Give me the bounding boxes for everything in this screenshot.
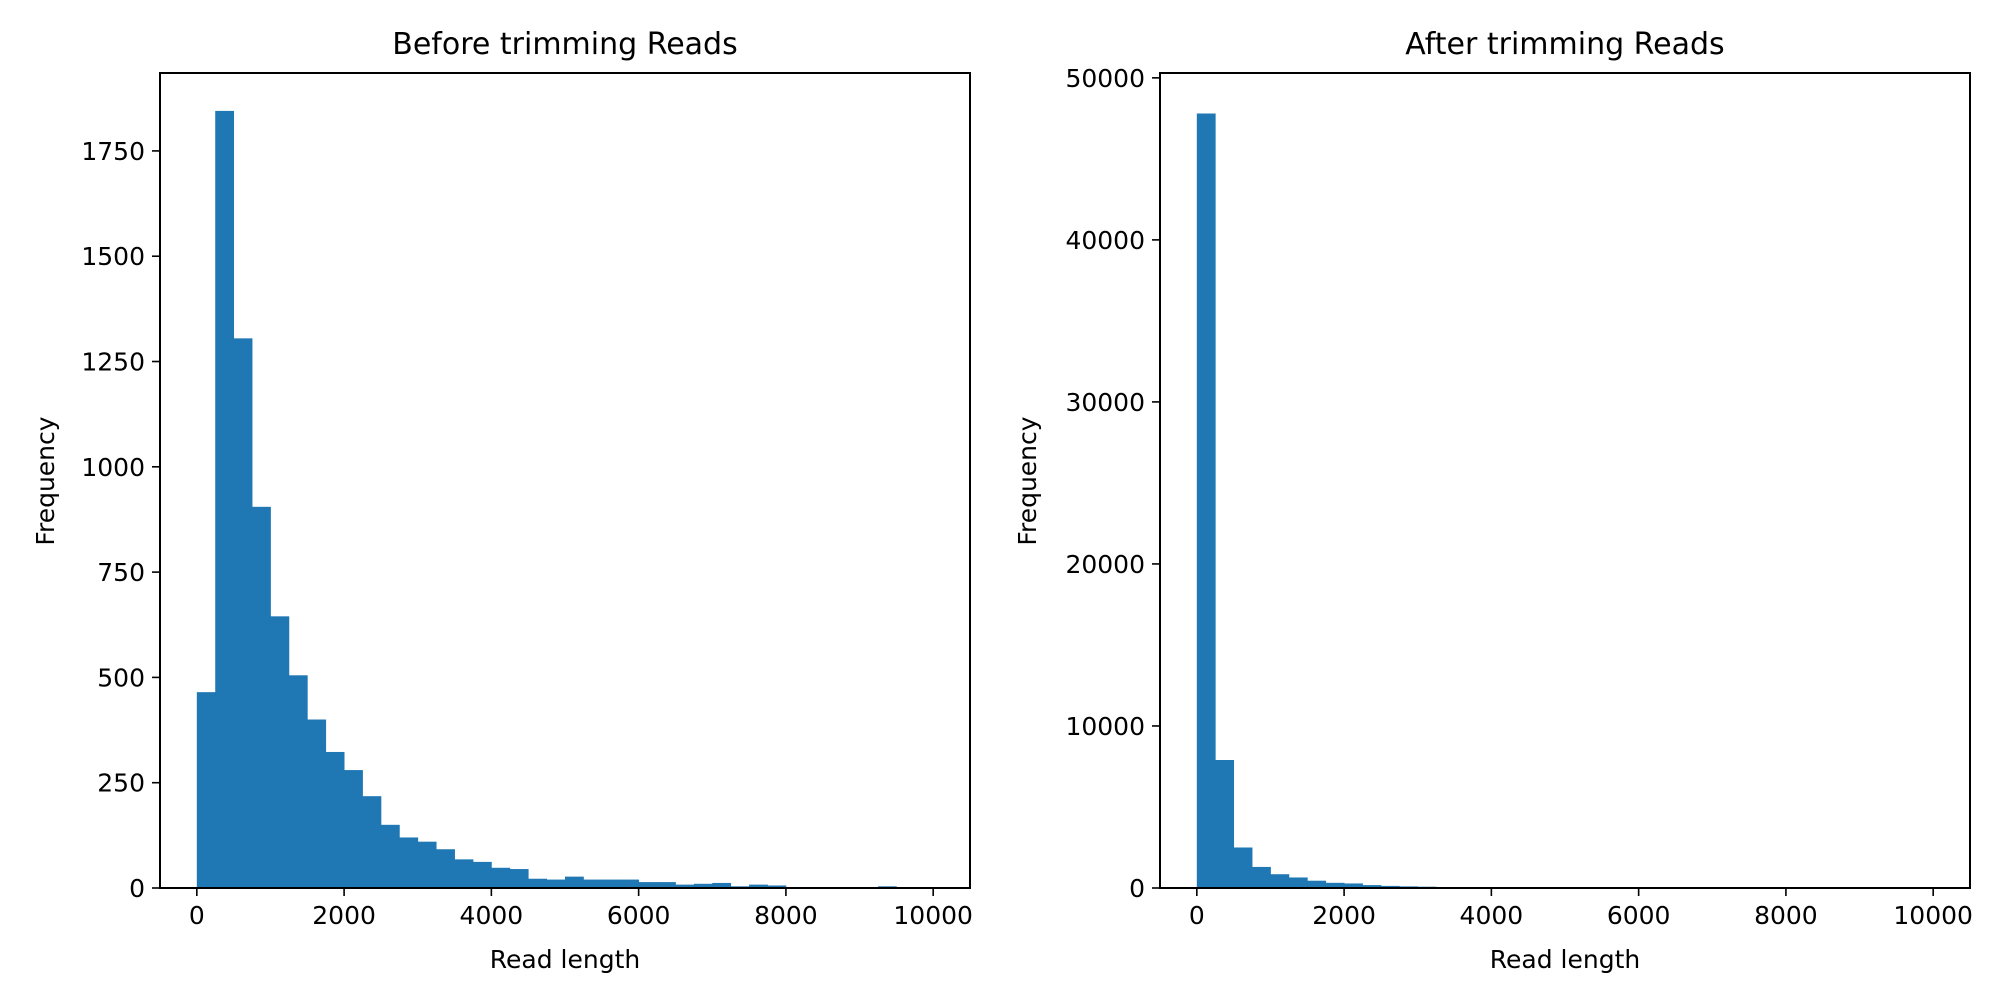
- axes-frame-before: [159, 72, 971, 889]
- histogram-bar-before-28: [712, 882, 732, 888]
- histogram-bar-before-15: [472, 861, 492, 888]
- x-tick-label-before-3: 6000: [607, 901, 671, 930]
- histogram-bar-before-1: [215, 110, 235, 888]
- chart-title-before: Before trimming Reads: [392, 27, 737, 62]
- axes-frame-after: [1159, 72, 1971, 889]
- y-tick-label-before-4: 1000: [81, 453, 145, 482]
- histogram-bar-after-2: [1233, 847, 1253, 888]
- panel-after-trimming: 0 2000 4000 6000 8000 10000 0 10000 20000 30000 4…: [1013, 27, 1973, 974]
- y-axis-label-after: Frequency: [1013, 416, 1042, 545]
- histogram-bar-before-8: [344, 770, 363, 888]
- x-tick-label-after-5: 10000: [1893, 901, 1973, 930]
- histogram-bar-before-0: [196, 692, 216, 888]
- x-tick-label-before-4: 8000: [754, 901, 818, 930]
- panel-before-trimming: 0 2000 4000 6000 8000 10000 0 250 500 750 1000 125…: [31, 27, 973, 974]
- x-tick-label-after-1: 2000: [1312, 901, 1376, 930]
- histogram-bar-before-24: [638, 882, 658, 888]
- histogram-bar-before-17: [509, 869, 529, 888]
- y-tick-label-before-0: 0: [129, 874, 145, 903]
- histogram-bar-after-1: [1215, 760, 1235, 888]
- histogram-bar-before-16: [491, 867, 511, 888]
- y-tick-label-after-2: 20000: [1065, 550, 1145, 579]
- histogram-bar-before-12: [417, 841, 437, 888]
- histogram-bar-before-20: [565, 876, 584, 888]
- histogram-bar-before-21: [583, 879, 603, 888]
- histogram-bar-after-7: [1325, 882, 1345, 888]
- y-axis-label-before: Frequency: [31, 416, 60, 545]
- histogram-bar-before-27: [693, 883, 713, 888]
- histogram-bar-after-3: [1252, 866, 1271, 888]
- x-tick-label-before-1: 2000: [312, 901, 376, 930]
- histogram-bar-before-18: [528, 878, 547, 888]
- y-tick-label-before-5: 1250: [81, 348, 145, 377]
- x-tick-label-before-5: 10000: [893, 901, 973, 930]
- histogram-bar-before-2: [233, 338, 253, 889]
- y-ticks-after: 0 10000 20000 30000 40000 50000: [1065, 64, 1160, 903]
- y-tick-label-before-7: 1750: [81, 137, 145, 166]
- histogram-bar-after-0: [1196, 113, 1216, 888]
- x-tick-label-after-3: 6000: [1607, 901, 1671, 930]
- histogram-bar-before-4: [270, 616, 290, 888]
- y-tick-label-after-3: 30000: [1065, 388, 1145, 417]
- x-ticks-before: 0 2000 4000 6000 8000 10000: [189, 888, 973, 930]
- histogram-bar-before-30: [749, 884, 768, 888]
- x-tick-label-after-2: 4000: [1460, 901, 1524, 930]
- histogram-bar-before-14: [454, 859, 474, 888]
- histogram-bar-after-10: [1380, 885, 1400, 888]
- histogram-bars-after: [1196, 113, 1934, 888]
- y-tick-label-before-2: 500: [97, 663, 145, 692]
- histogram-bar-before-25: [657, 882, 676, 888]
- x-tick-label-before-2: 4000: [460, 901, 524, 930]
- histogram-bar-before-11: [399, 837, 419, 888]
- histogram-bar-before-31: [767, 885, 787, 888]
- histogram-bar-after-6: [1307, 880, 1327, 888]
- histogram-bar-after-8: [1344, 883, 1363, 888]
- histogram-bar-before-19: [546, 879, 566, 888]
- histogram-bar-before-23: [620, 879, 640, 888]
- y-tick-label-before-6: 1500: [81, 242, 145, 271]
- histogram-bar-before-5: [288, 675, 308, 888]
- y-tick-label-before-1: 250: [97, 769, 145, 798]
- histogram-bar-after-5: [1288, 877, 1308, 888]
- histogram-bar-before-9: [362, 796, 382, 888]
- chart-title-after: After trimming Reads: [1405, 27, 1724, 62]
- histogram-bar-after-4: [1270, 874, 1290, 888]
- histogram-bar-before-7: [325, 751, 345, 888]
- x-tick-label-after-4: 8000: [1754, 901, 1818, 930]
- histogram-bar-after-9: [1362, 885, 1382, 888]
- x-axis-label-after: Read length: [1490, 945, 1640, 974]
- histogram-bar-before-13: [436, 849, 455, 888]
- y-tick-label-after-5: 50000: [1065, 64, 1145, 93]
- x-tick-label-after-0: 0: [1189, 901, 1205, 930]
- x-axis-label-before: Read length: [490, 945, 640, 974]
- histogram-bar-before-22: [601, 879, 621, 888]
- histogram-bar-before-6: [307, 719, 327, 888]
- x-ticks-after: 0 2000 4000 6000 8000 10000: [1189, 888, 1973, 930]
- y-tick-label-after-0: 0: [1129, 874, 1145, 903]
- histogram-bar-before-10: [380, 824, 400, 888]
- histogram-bar-before-26: [675, 884, 695, 888]
- y-tick-label-after-1: 10000: [1065, 712, 1145, 741]
- y-ticks-before: 0 250 500 750 1000 1250 1500 1750: [81, 137, 160, 903]
- y-tick-label-before-3: 750: [97, 558, 145, 587]
- histogram-bars-before: [196, 110, 897, 889]
- y-tick-label-after-4: 40000: [1065, 226, 1145, 255]
- x-tick-label-before-0: 0: [189, 901, 205, 930]
- histogram-bar-before-3: [252, 506, 271, 888]
